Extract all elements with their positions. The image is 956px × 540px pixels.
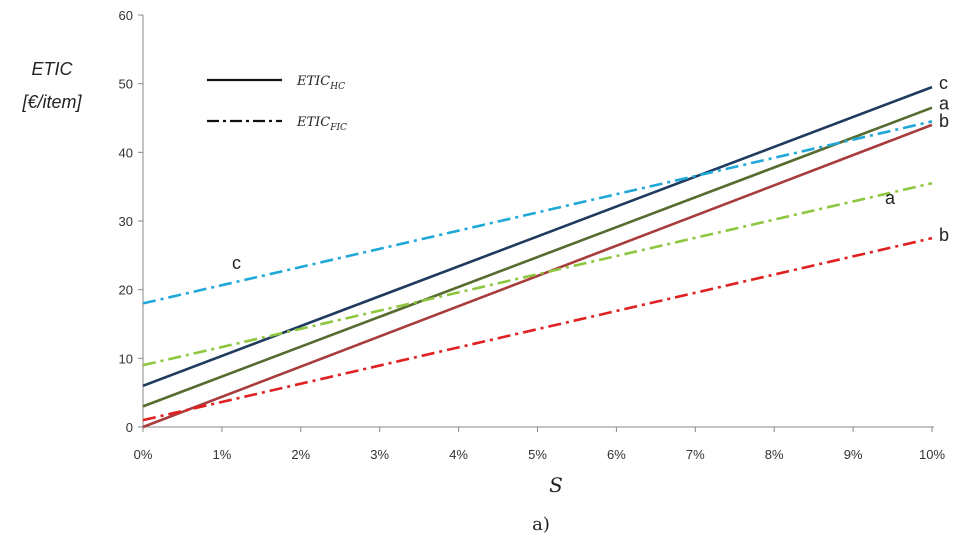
series-line-fic-a bbox=[142, 181, 933, 367]
legend-hc-main: ETIC bbox=[296, 74, 330, 89]
series-line-hc-b bbox=[142, 123, 933, 429]
y-tick-label: 50 bbox=[119, 77, 133, 92]
figure-caption: a) bbox=[532, 514, 550, 535]
series-end-label-hc-b: b bbox=[939, 111, 949, 131]
x-tick-label: 7% bbox=[686, 447, 705, 462]
series-end-label-fic-a: a bbox=[885, 188, 896, 208]
y-tick-label: 30 bbox=[119, 214, 133, 229]
y-axis-label-line1: ETIC bbox=[31, 59, 73, 79]
x-ticks: 0% 1% 2% 3% 4% 5% 6% 7% 8% 9% 10% bbox=[134, 427, 945, 462]
x-tick-label: 3% bbox=[370, 447, 389, 462]
series-end-label-hc-a: a bbox=[939, 94, 950, 114]
series-end-label-hc-c: c bbox=[939, 73, 948, 93]
series-end-label-fic-b: b bbox=[939, 225, 949, 245]
x-tick-label: 9% bbox=[844, 447, 863, 462]
series-line-fic-b bbox=[142, 236, 933, 422]
y-tick-label: 10 bbox=[119, 351, 133, 366]
y-tick-label: 20 bbox=[119, 283, 133, 298]
series-line-fic-c bbox=[142, 120, 933, 305]
y-tick-label: 0 bbox=[126, 420, 133, 435]
y-ticks: 0 10 20 30 40 50 60 bbox=[119, 8, 143, 435]
x-tick-label: 5% bbox=[528, 447, 547, 462]
x-tick-label: 0% bbox=[134, 447, 153, 462]
y-tick-label: 60 bbox=[119, 8, 133, 23]
legend-fic-main: ETIC bbox=[296, 115, 330, 130]
legend-label-hc: ETICHC bbox=[296, 74, 345, 92]
x-tick-label: 2% bbox=[291, 447, 310, 462]
legend-label-fic: ETICFIC bbox=[296, 115, 347, 133]
series-line-hc-a bbox=[142, 106, 933, 408]
x-axis-label: S bbox=[549, 473, 563, 497]
legend-hc-sub: HC bbox=[329, 82, 345, 92]
x-tick-label: 1% bbox=[213, 447, 232, 462]
x-tick-label: 4% bbox=[449, 447, 468, 462]
legend: ETICHC ETICFIC bbox=[207, 74, 347, 133]
y-axis-label-line2: [€/item] bbox=[21, 92, 82, 112]
y-tick-label: 40 bbox=[119, 145, 133, 160]
series-lines bbox=[142, 85, 933, 429]
series-end-label-fic-c: c bbox=[232, 253, 241, 273]
x-tick-label: 6% bbox=[607, 447, 626, 462]
x-tick-label: 10% bbox=[919, 447, 945, 462]
series-line-hc-c bbox=[142, 85, 933, 388]
legend-fic-sub: FIC bbox=[329, 123, 347, 133]
x-tick-label: 8% bbox=[765, 447, 784, 462]
